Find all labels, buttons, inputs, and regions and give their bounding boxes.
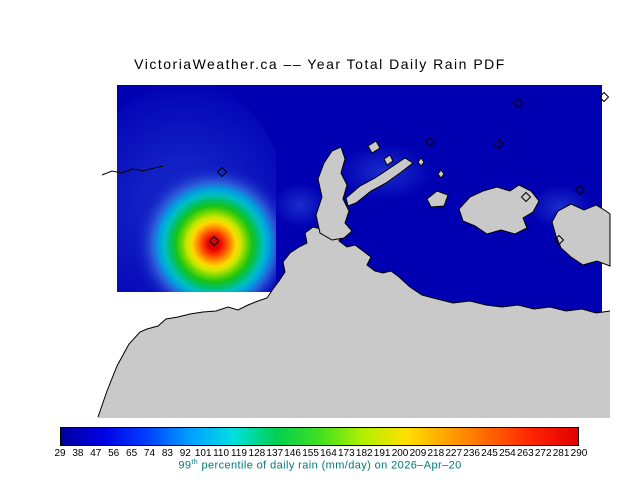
station-marker-diamond	[216, 166, 228, 178]
rain-hotspot	[129, 159, 276, 292]
caption-value: 99	[178, 459, 192, 472]
station-marker-diamond	[208, 235, 220, 247]
station-marker-diamond	[598, 91, 610, 103]
colorbar-tick-label: 56	[108, 448, 120, 459]
colorbar-tick-label: 236	[463, 448, 480, 459]
land-mainland	[98, 221, 610, 418]
land-islet	[367, 140, 381, 154]
page-title: VictoriaWeather.ca –– Year Total Daily R…	[134, 56, 506, 72]
colorbar-tick-label: 101	[194, 448, 212, 459]
colorbar-tick-label: 110	[213, 448, 230, 459]
colorbar-tick-label: 146	[284, 448, 301, 459]
land-mid-island	[426, 190, 449, 208]
colorbar-tick-label: 245	[481, 448, 498, 459]
colorbar-tick-label: 218	[427, 448, 445, 459]
caption-superscript: th	[191, 459, 199, 466]
colorbar-tick-label: 173	[338, 448, 355, 459]
colorbar-tick-label: 119	[230, 448, 247, 459]
colorbar-tick-label: 38	[72, 448, 84, 459]
coastline-west	[101, 165, 164, 176]
colorbar-tick-label: 128	[248, 448, 266, 459]
land-san-juan-island	[458, 184, 540, 235]
stations-layer	[208, 91, 610, 247]
land-islet	[383, 154, 394, 166]
colorbar-tick-label: 182	[355, 448, 373, 459]
station-marker-diamond	[574, 184, 586, 196]
colorbar-tick-label: 209	[409, 448, 427, 459]
colorbar-caption: 99th percentile of daily rain (mm/day) o…	[178, 459, 461, 472]
pdf-field	[117, 85, 276, 292]
station-marker-diamond	[520, 191, 532, 203]
colorbar-tick-label: 191	[373, 448, 391, 459]
water-shade-patch	[272, 183, 328, 227]
land-islet	[417, 157, 425, 167]
colorbar-tick-label: 155	[302, 448, 319, 459]
station-marker-diamond	[424, 136, 436, 148]
colorbar-ticks: 29 38 47 56 65 74 83 92 101 110 119 128 137 146 155 164…	[54, 448, 587, 460]
colorbar-tick-label: 92	[179, 448, 191, 459]
colorbar-tick-label: 200	[391, 448, 409, 459]
colorbar-tick-label: 272	[534, 448, 552, 459]
colorbar-tick-label: 47	[90, 448, 102, 459]
land-long-island	[345, 157, 414, 207]
land-saanich-peninsula	[315, 146, 353, 241]
colorbar-tick-label: 281	[552, 448, 570, 459]
colorbar-tick-label: 29	[54, 448, 66, 459]
land-islet	[437, 169, 445, 179]
station-marker-diamond	[512, 97, 524, 109]
colorbar-tick-label: 83	[161, 448, 173, 459]
station-marker-diamond	[553, 234, 565, 246]
station-marker-diamond	[493, 138, 505, 150]
colorbar-tick-label: 227	[445, 448, 463, 459]
colorbar-tick-label: 164	[320, 448, 337, 459]
colorbar-tick-label: 263	[516, 448, 534, 459]
colorbar-tick-label: 137	[266, 448, 284, 459]
land-right-edge-island	[551, 203, 611, 267]
caption-text: percentile of daily rain (mm/day) on 202…	[198, 459, 462, 472]
colorbar-tick-label: 74	[143, 448, 156, 459]
colorbar	[60, 427, 579, 446]
colorbar-tick-label: 254	[499, 448, 516, 459]
colorbar-tick-label: 65	[126, 448, 138, 459]
colorbar-tick-label: 290	[570, 448, 588, 459]
